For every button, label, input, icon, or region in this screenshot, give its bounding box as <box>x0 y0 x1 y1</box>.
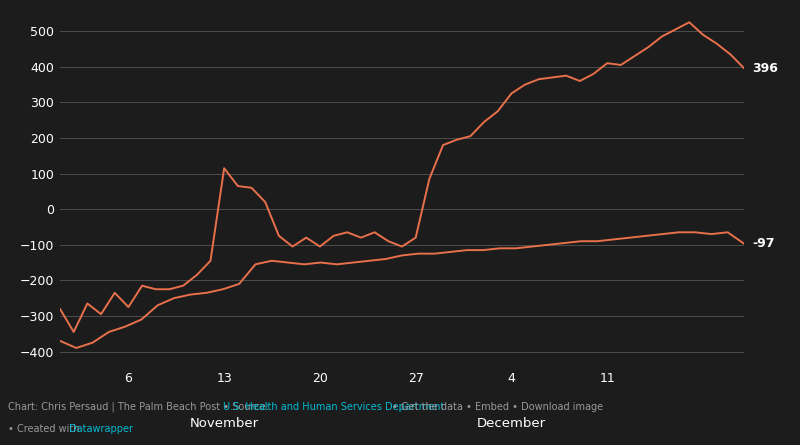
Text: • Created with: • Created with <box>8 424 82 434</box>
Text: Datawrapper: Datawrapper <box>69 424 133 434</box>
Text: December: December <box>477 417 546 430</box>
Text: November: November <box>190 417 258 430</box>
Text: Chart: Chris Persaud | The Palm Beach Post • Source:: Chart: Chris Persaud | The Palm Beach Po… <box>8 401 272 412</box>
Text: 396: 396 <box>752 62 778 75</box>
Text: • Get the data • Embed • Download image: • Get the data • Embed • Download image <box>389 402 603 412</box>
Text: U.S. Health and Human Services Department: U.S. Health and Human Services Departmen… <box>222 402 444 412</box>
Text: -97: -97 <box>752 237 775 250</box>
